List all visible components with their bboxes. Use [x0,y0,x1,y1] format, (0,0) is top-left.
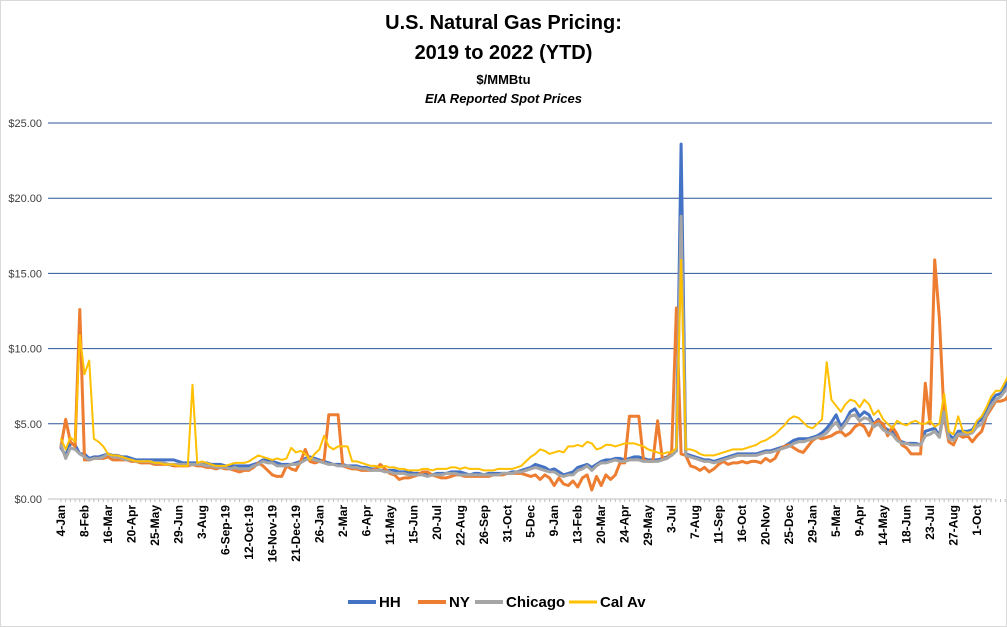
chart-source: EIA Reported Spot Prices [425,91,582,106]
chart-title-years: 2019 to 2022 (YTD) [414,42,593,64]
x-tick-label: 25-May [148,505,162,546]
y-tick-label: $5.00 [14,419,42,431]
y-tick-label: $20.00 [8,193,42,205]
x-tick-label: 27-Aug [947,505,961,546]
y-axis-labels: $0.00 $5.00 $10.00 $15.00 $20.00 $25.00 [8,118,42,506]
x-tick-label: 11-Sep [712,505,726,544]
x-tick-label: 16-Nov-19 [265,505,279,563]
x-tick-label: 1-Oct [970,505,984,536]
x-tick-label: 31-Oct [500,505,514,542]
x-tick-label: 13-Feb [571,505,585,544]
legend-label: Cal Av [600,594,646,611]
series-line-cal-av [60,258,1007,472]
x-tick-label: 6-Sep-19 [218,505,232,555]
series-line-ny [59,258,1007,492]
x-tick-label: 11-May [383,505,397,545]
legend-label: NY [449,594,470,611]
x-tick-label: 2-Mar [336,505,350,537]
x-tick-label: 29-Jun [171,505,185,544]
x-tick-label: 5-Mar [829,505,843,537]
x-tick-label: 7-Aug [688,505,702,539]
x-tick-label: 21-Dec-19 [289,505,303,562]
legend-label: HH [379,594,401,611]
x-tick-label: 24-Apr [618,505,632,543]
series-line-chicago [59,214,1007,478]
x-tick-label: 20-Apr [124,505,138,543]
x-tick-label: 12-Oct-19 [242,505,256,560]
x-axis: 4-Jan 8-Feb 16-Mar 20-Apr 25-May 29-Jun 3-Aug 6… [48,498,1006,563]
x-tick-label: 23-Jul [923,505,937,540]
x-tick-label: 20-Mar [594,505,608,544]
series-lines [59,142,1007,492]
x-tick-label: 26-Jan [312,505,326,543]
y-tick-label: $25.00 [8,118,42,130]
x-tick-label: 9-Jan [547,505,561,536]
x-tick-label: 16-Mar [101,505,115,544]
x-tick-label: 8-Feb [77,505,91,537]
x-tick-label: 15-Jun [406,505,420,544]
gridlines [48,122,992,425]
x-tick-label: 20-Jul [430,505,444,540]
y-tick-label: $10.00 [8,344,42,356]
x-tick-label: 9-Apr [853,505,867,537]
x-tick-label: 22-Aug [453,505,467,546]
chart-units: $/MMBtu [476,72,531,87]
legend-label: Chicago [506,594,565,611]
x-tick-label: 3-Jul [665,505,679,533]
x-tick-label: 4-Jan [54,505,68,536]
x-tick-label: 5-Dec [524,505,538,538]
x-tick-label: 3-Aug [195,505,209,539]
x-tick-label: 18-Jun [900,505,914,544]
chart-title: U.S. Natural Gas Pricing: [385,12,622,34]
x-tick-label: 29-Jan [806,505,820,543]
legend: HH NY Chicago Cal Av [348,594,646,611]
x-tick-label: 25-Dec [782,505,796,545]
x-tick-label: 29-May [641,505,655,546]
x-tick-label: 20-Nov [759,505,773,545]
x-tick-label: 16-Oct [735,505,749,542]
series-line-hh [59,142,1007,477]
x-tick-label: 26-Sep [477,505,491,544]
y-tick-label: $15.00 [8,268,42,280]
y-tick-label: $0.00 [14,494,42,506]
x-tick-label: 6-Apr [359,505,373,537]
x-tick-label: 14-May [876,505,890,546]
